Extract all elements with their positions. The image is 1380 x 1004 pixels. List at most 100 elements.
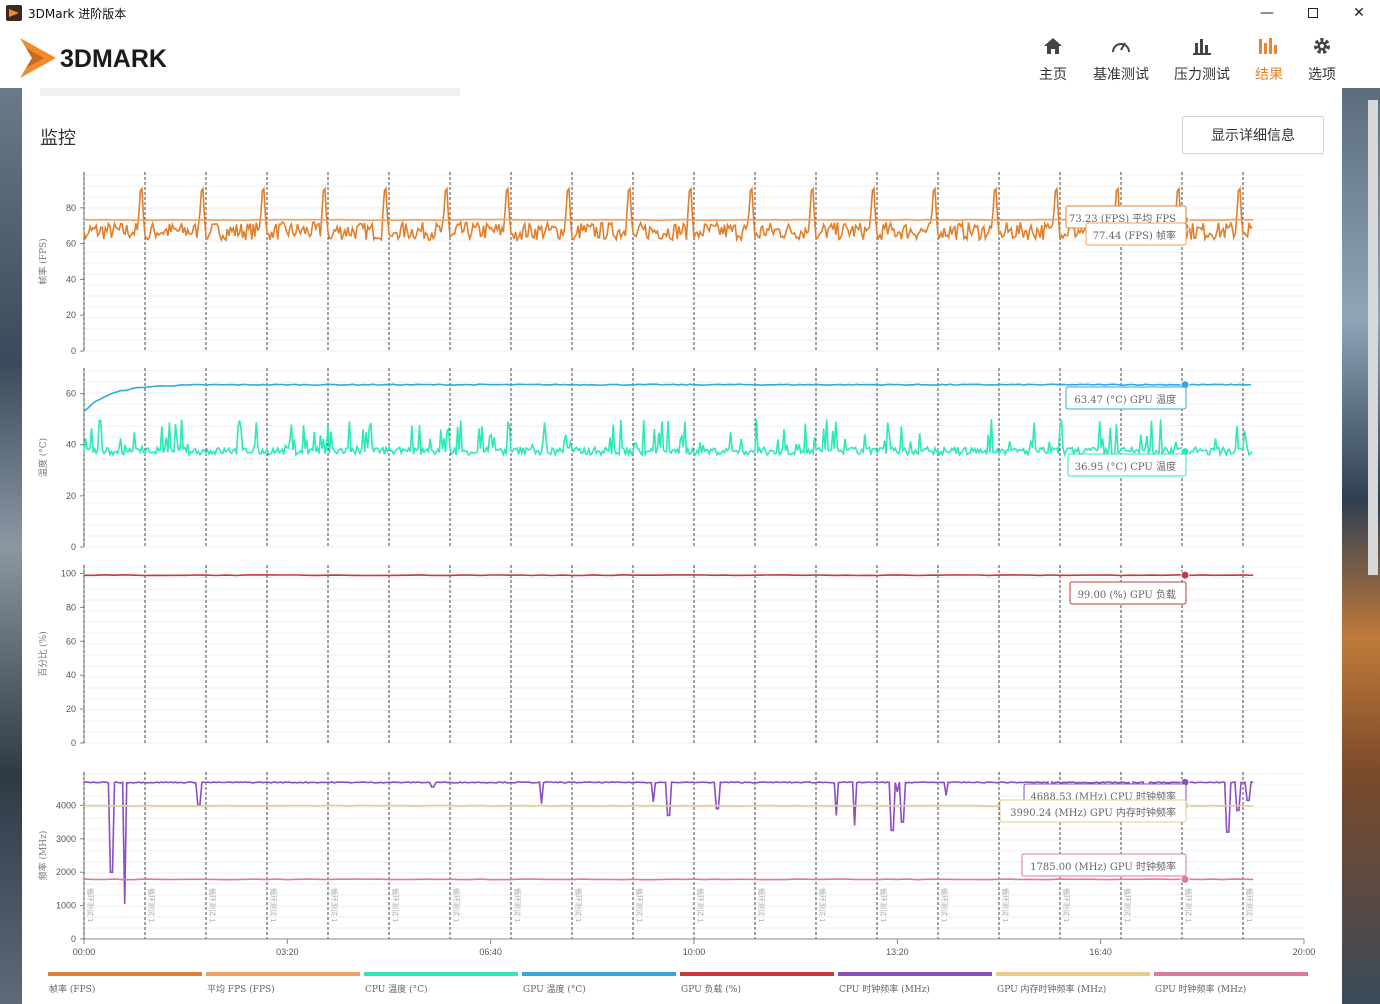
- legend-swatch: [838, 972, 992, 976]
- series-line-1: [83, 186, 1253, 243]
- legend-item[interactable]: 平均 FPS (FPS): [206, 972, 360, 995]
- loop-marker-label: 循环测试 1: [635, 888, 644, 923]
- y-tick-label: 20: [66, 491, 76, 501]
- legend-item[interactable]: CPU 时钟频率 (MHz): [838, 972, 992, 995]
- y-tick-label: 0: [71, 346, 76, 356]
- annotation-text: 99.00 (%) GPU 负载: [1078, 588, 1176, 601]
- series-line-1: [83, 780, 1254, 904]
- nav-home-label: 主页: [1039, 67, 1067, 83]
- annotation-box: [1069, 581, 1187, 605]
- legend-label: CPU 时钟频率 (MHz): [839, 983, 930, 995]
- bar-chart-icon: [1170, 34, 1234, 58]
- show-details-button[interactable]: 显示详细信息: [1182, 116, 1324, 154]
- annotation-text: 73.23 (FPS) 平均 FPS: [1069, 213, 1176, 225]
- nav-home[interactable]: 主页: [1032, 34, 1074, 86]
- value-annotation: 1785.00 (MHz) GPU 时钟频率: [1021, 853, 1187, 877]
- value-annotation: 3990.24 (MHz) GPU 内存时钟频率: [999, 799, 1187, 823]
- nav-stress-tests[interactable]: 压力测试: [1170, 34, 1234, 86]
- y-tick-label: 20: [66, 704, 76, 714]
- loop-marker-label: 循环测试 1: [1184, 888, 1193, 923]
- y-tick-label: 20: [66, 310, 76, 320]
- previous-section-strip: [40, 88, 460, 96]
- x-tick-label: 20:00: [1293, 947, 1316, 957]
- gauge-icon: [1090, 34, 1152, 58]
- scrollbar-thumb[interactable]: [1368, 100, 1378, 575]
- nav-options[interactable]: 选项: [1302, 34, 1342, 86]
- legend-swatch: [680, 972, 834, 976]
- x-tick-label: 00:00: [73, 947, 96, 957]
- y-tick-label: 40: [66, 440, 76, 450]
- legend-label: 帧率 (FPS): [49, 983, 95, 995]
- legend-item[interactable]: GPU 内存时钟频率 (MHz): [996, 972, 1150, 995]
- loop-marker-label: 循环测试 1: [818, 888, 827, 923]
- legend-swatch: [522, 972, 676, 976]
- background-art-left: [0, 88, 22, 1004]
- x-tick-label: 03:20: [276, 947, 299, 957]
- x-tick-label: 10:00: [683, 947, 706, 957]
- loop-marker-label: 循环测试 1: [513, 888, 522, 923]
- series-line-1: [83, 383, 1252, 412]
- x-tick-label: 13:20: [886, 947, 909, 957]
- x-tick-label: 06:40: [479, 947, 502, 957]
- legend-item[interactable]: GPU 温度 (°C): [522, 972, 676, 995]
- annotation-box: [1065, 386, 1187, 410]
- value-annotation: 36.95 (°C) CPU 温度: [1067, 453, 1187, 477]
- nav-results[interactable]: 结果: [1250, 34, 1288, 86]
- y-tick-label: 0: [71, 738, 76, 748]
- annotation-text: 36.95 (°C) CPU 温度: [1075, 460, 1176, 473]
- loop-marker-label: 循环测试 1: [208, 888, 217, 923]
- logo-text: 3DMARK: [60, 45, 167, 73]
- chart-panel-2: 0 20 40 60 温度 (°C) 63.47 (°C) GPU 温度 36.95 (°C…: [37, 368, 1304, 552]
- y-axis-label: 温度 (°C): [37, 438, 49, 477]
- gear-icon: [1302, 34, 1342, 58]
- y-tick-label: 2000: [56, 867, 76, 877]
- loop-marker-label: 循环测试 1: [86, 888, 95, 923]
- annotation-box: [1021, 853, 1187, 877]
- minimize-button[interactable]: —: [1260, 5, 1274, 21]
- y-tick-label: 0: [71, 542, 76, 552]
- annotation-text: 63.47 (°C) GPU 温度: [1074, 393, 1176, 406]
- series-line-3: [83, 878, 1254, 881]
- y-tick-label: 40: [66, 274, 76, 284]
- nav-benchmarks-label: 基准测试: [1093, 67, 1149, 83]
- legend-label: GPU 负载 (%): [681, 983, 741, 995]
- nav-benchmarks[interactable]: 基准测试: [1090, 34, 1152, 86]
- series-line-2: [83, 218, 1254, 222]
- legend-item[interactable]: 帧率 (FPS): [48, 972, 202, 995]
- loop-marker-label: 循环测试 1: [757, 888, 766, 923]
- loop-marker-label: 循环测试 1: [452, 888, 461, 923]
- x-tick-label: 16:40: [1089, 947, 1112, 957]
- close-button[interactable]: ✕: [1353, 5, 1365, 21]
- legend-swatch: [996, 972, 1150, 976]
- chart-panel-3: 0 20 40 60 80 100 百分比 (%) 99.00 (%) GPU 负载: [37, 565, 1304, 748]
- nav-stress-tests-label: 压力测试: [1174, 67, 1230, 83]
- maximize-button[interactable]: [1290, 0, 1336, 26]
- legend-swatch: [1154, 972, 1308, 976]
- home-icon: [1032, 34, 1074, 58]
- loop-marker-label: 循环测试 1: [330, 888, 339, 923]
- value-annotation: 63.47 (°C) GPU 温度: [1065, 386, 1187, 410]
- legend-label: CPU 温度 (°C): [365, 983, 428, 995]
- legend-item[interactable]: GPU 时钟频率 (MHz): [1154, 972, 1308, 995]
- annotation-box: [1067, 453, 1187, 477]
- y-tick-label: 3000: [56, 834, 76, 844]
- legend-swatch: [364, 972, 518, 976]
- y-axis-label: 百分比 (%): [37, 631, 49, 676]
- title-bar: 3DMark 进阶版本: [0, 0, 1380, 26]
- y-tick-label: 60: [66, 239, 76, 249]
- series-line-2: [83, 419, 1253, 458]
- loop-marker-label: 循环测试 1: [1245, 888, 1254, 923]
- chart-panel-1: 0 20 40 60 80 帧率 (FPS) 73.23 (FPS) 平均 FPS 77.44…: [37, 172, 1304, 356]
- legend-item[interactable]: GPU 负载 (%): [680, 972, 834, 995]
- annotation-text: 77.44 (FPS) 帧率: [1093, 229, 1176, 242]
- annotation-box: [1085, 222, 1187, 246]
- y-tick-label: 40: [66, 670, 76, 680]
- y-axis-label: 频率 (MHz): [37, 831, 49, 881]
- legend-item[interactable]: CPU 温度 (°C): [364, 972, 518, 995]
- y-tick-label: 100: [61, 568, 76, 578]
- app-header: 3DMARK 主页 基准测试 压力测试 结果 选项: [0, 26, 1380, 88]
- legend-label: 平均 FPS (FPS): [207, 983, 275, 995]
- nav-results-label: 结果: [1255, 67, 1283, 83]
- legend-swatch: [206, 972, 360, 976]
